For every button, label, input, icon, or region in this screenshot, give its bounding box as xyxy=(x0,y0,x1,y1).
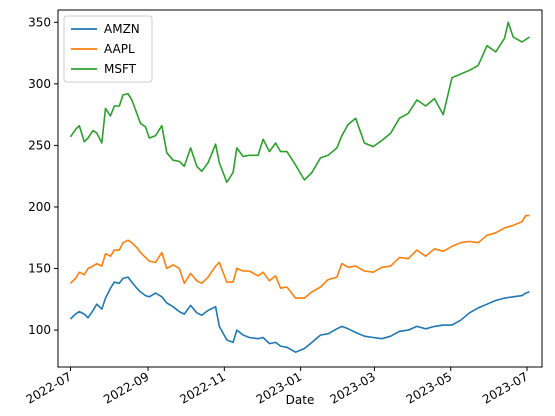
plot-area xyxy=(69,21,530,353)
series-line-amzn xyxy=(69,276,530,353)
series-line-aapl xyxy=(69,214,530,299)
y-tick-label: 350 xyxy=(28,15,51,29)
x-axis: 2022-07 2022-09 2022-11 2023-01 2023-03 2023-… xyxy=(24,367,530,407)
y-tick-label: 200 xyxy=(28,200,51,214)
y-tick-label: 300 xyxy=(28,77,51,91)
x-axis-label: Date xyxy=(286,393,315,407)
legend-box xyxy=(63,15,153,83)
y-tick-label: 250 xyxy=(28,138,51,152)
legend: AMZN AAPL MSFT xyxy=(63,15,153,83)
y-tick-label: 100 xyxy=(28,323,51,337)
y-tick-label: 150 xyxy=(28,262,51,276)
x-tick-label: 2023-07 xyxy=(480,369,530,406)
x-tick-label: 2022-09 xyxy=(101,369,151,406)
x-tick-label: 2023-05 xyxy=(404,369,454,406)
x-tick-label: 2022-07 xyxy=(24,369,74,406)
x-tick-label: 2023-03 xyxy=(327,369,377,406)
y-axis: 100 150 200 250 300 350 xyxy=(28,15,58,337)
legend-label-aapl: AAPL xyxy=(104,42,135,56)
series-line-msft xyxy=(69,21,530,184)
legend-label-amzn: AMZN xyxy=(104,22,140,36)
plot-frame xyxy=(57,9,543,368)
legend-label-msft: MSFT xyxy=(104,62,137,76)
x-tick-label: 2022-11 xyxy=(177,369,227,406)
